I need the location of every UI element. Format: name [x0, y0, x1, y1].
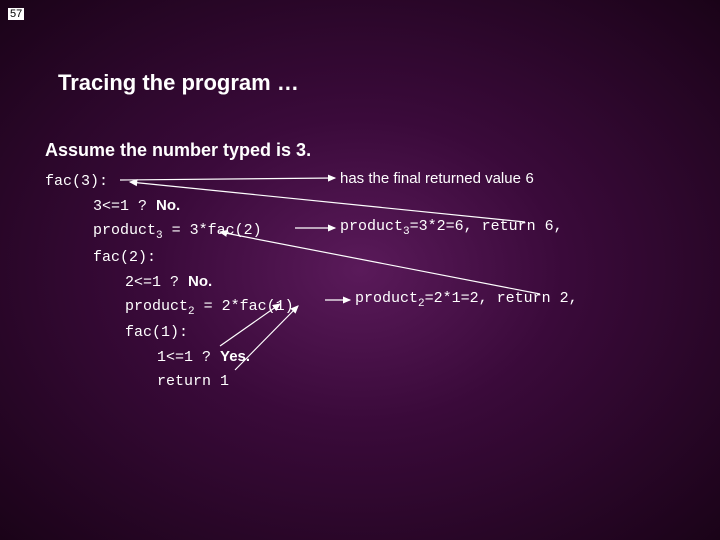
line-fac2: fac(2):: [45, 246, 294, 270]
final-value: 6: [525, 171, 534, 188]
subtitle: Assume the number typed is 3.: [45, 140, 311, 161]
p2-rest: =2*1=2, return 2,: [425, 290, 578, 307]
line-fac3: fac(3):: [45, 170, 294, 194]
p3-rest: =3*2=6, return 6,: [410, 218, 563, 235]
slide-title: Tracing the program …: [58, 70, 299, 96]
prod3-lhs: product: [93, 222, 156, 239]
q3-answer: No.: [156, 197, 180, 214]
prod3-result: product3=3*2=6, return 6,: [340, 218, 563, 238]
q2-answer: No.: [188, 273, 212, 290]
p3-sub: 3: [403, 226, 410, 238]
prod2-result: product2=2*1=2, return 2,: [355, 290, 578, 310]
trace-code: fac(3): 3<=1 ? No. product3 = 3*fac(2) f…: [45, 170, 294, 394]
line-q3: 3<=1 ? No.: [45, 194, 294, 219]
final-label-text: has the final returned value: [340, 170, 525, 187]
prod3-eq: = 3*fac(2): [163, 222, 262, 239]
p3-lhs: product: [340, 218, 403, 235]
line-prod2: product2 = 2*fac(1): [45, 295, 294, 322]
prod2-lhs: product: [125, 298, 188, 315]
q1-text: 1<=1 ?: [157, 349, 220, 366]
final-value-label: has the final returned value 6: [340, 170, 534, 188]
p2-sub: 2: [418, 298, 425, 310]
prod2-eq: = 2*fac(1): [195, 298, 294, 315]
q2-text: 2<=1 ?: [125, 274, 188, 291]
line-q2: 2<=1 ? No.: [45, 270, 294, 295]
line-prod3: product3 = 3*fac(2): [45, 219, 294, 246]
line-fac1: fac(1):: [45, 321, 294, 345]
sub3: 3: [156, 230, 163, 242]
line-q1: 1<=1 ? Yes.: [45, 345, 294, 370]
q3-text: 3<=1 ?: [93, 198, 156, 215]
page-number: 57: [8, 8, 24, 20]
line-ret1: return 1: [45, 370, 294, 394]
q1-answer: Yes.: [220, 348, 250, 365]
sub2: 2: [188, 306, 195, 318]
p2-lhs: product: [355, 290, 418, 307]
